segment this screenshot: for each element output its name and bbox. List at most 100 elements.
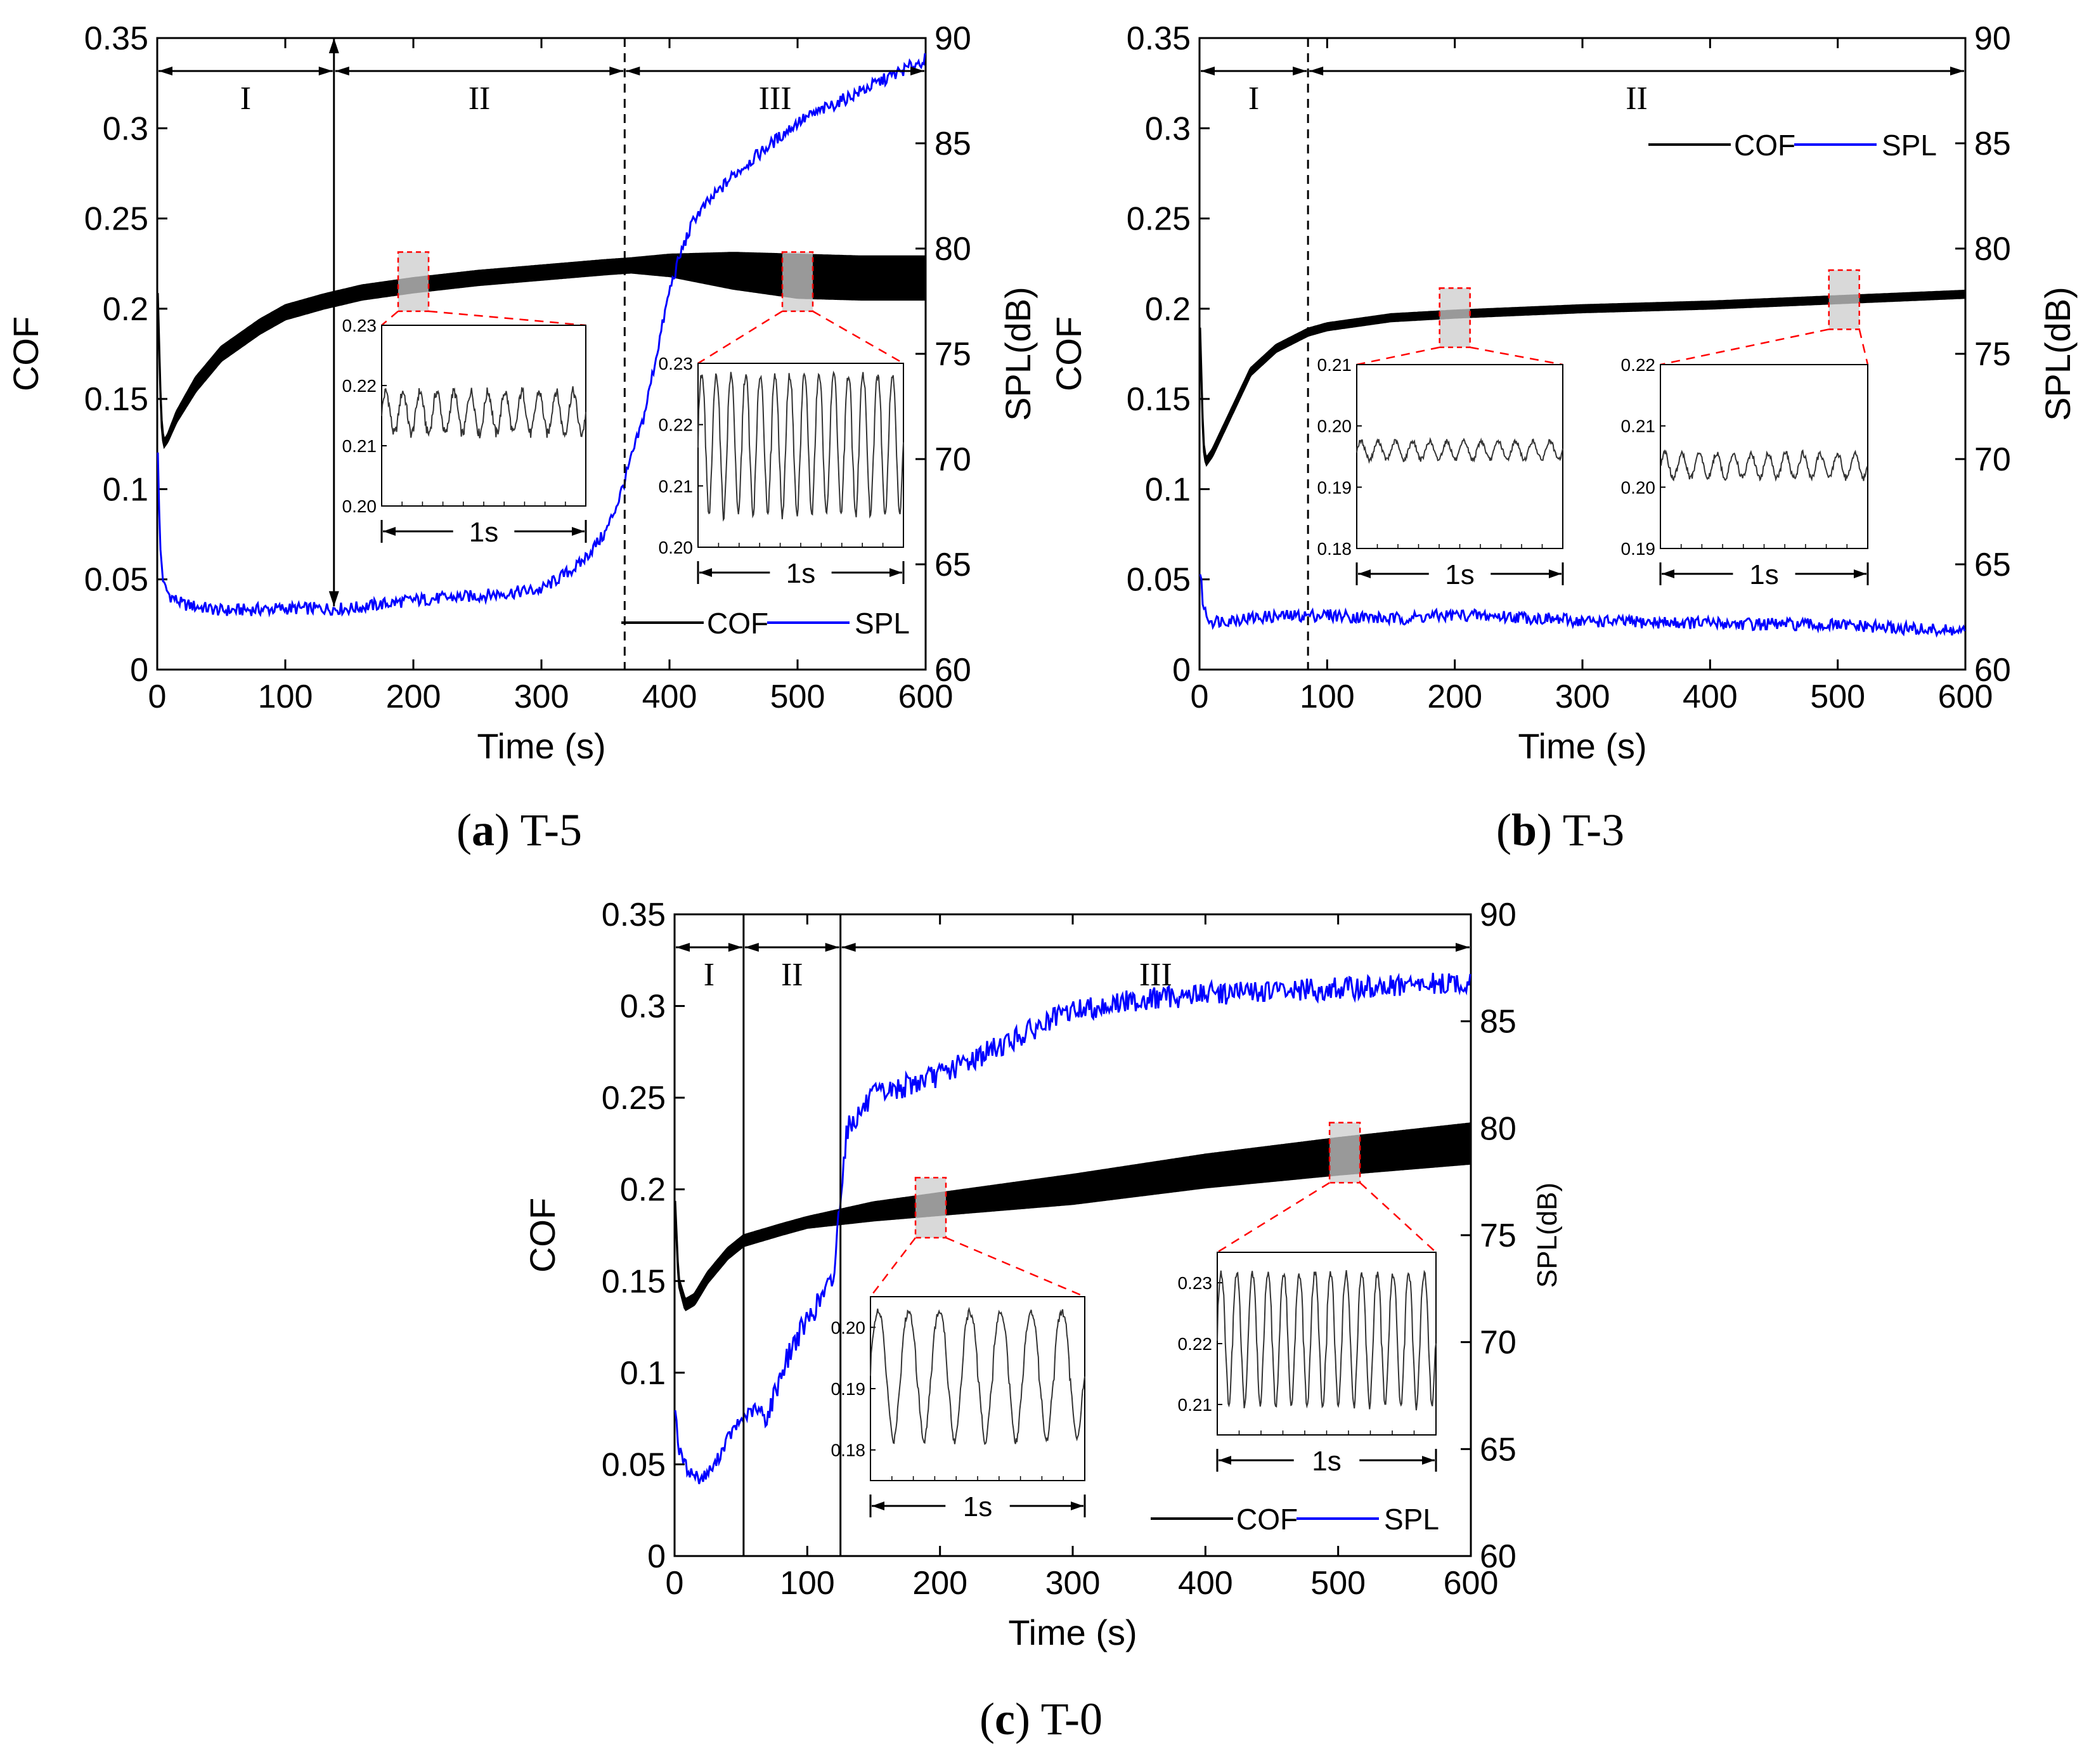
stage-label: I [240,81,251,117]
chart-c: 0 100 200 300 400 500 600 0 0.05 0.1 0.15 0.2 0.25 0.… [522,897,1563,1652]
y-right-axis-label: SPL(dB) [998,287,1038,421]
legend-spl-label: SPL [1384,1503,1439,1536]
inset-span-label: 1s [1445,559,1474,590]
inset-y-tick-label: 0.21 [1178,1395,1213,1415]
span-arrowhead [1219,1456,1231,1465]
y-left-tick-label: 0.3 [103,110,148,147]
zoom-connector [697,310,783,365]
x-tick-label: 600 [1938,678,1993,715]
stage-arrowhead-right [609,67,624,75]
y-right-tick-label: 70 [1480,1325,1517,1361]
x-axis-label: Time (s) [1518,726,1646,766]
x-tick-label: 300 [514,678,569,715]
inset-signal [697,370,904,522]
spl-series [157,53,926,618]
y-left-tick-label: 0.35 [602,897,666,933]
inset-span-label: 1s [1749,559,1778,590]
inset: 0.21 0.22 0.23 1s [1178,1122,1437,1477]
x-tick-label: 500 [770,678,825,715]
y-right-tick-label: 65 [1480,1431,1517,1468]
inset: 0.18 0.19 0.20 1s [831,1177,1086,1522]
inset-frame [1660,364,1868,549]
inset-frame [870,1296,1085,1481]
inset-y-tick-label: 0.22 [342,376,377,396]
y-left-tick-label: 0.2 [103,291,148,328]
stage-arrowhead-left [1201,67,1215,75]
inset-signal [1217,1269,1437,1411]
span-arrowhead [383,527,396,536]
legend-cof-label: COF [1236,1503,1298,1536]
zoom-connector [1858,329,1869,365]
zoom-connector [1359,1182,1437,1253]
y-left-tick-label: 0.2 [1145,291,1191,328]
y-right-tick-label: 85 [1974,126,2011,162]
stage-arrowhead-left [626,67,640,75]
stage-arrowhead-left [841,943,856,952]
y-right-tick-label: 65 [935,547,971,583]
zoom-connector [381,310,399,326]
zoom-connector [945,1236,1085,1298]
inset-y-tick-label: 0.21 [1621,417,1656,436]
zoom-box [1328,1122,1361,1184]
y-right-axis-label: SPL(dB) [1532,1183,1563,1288]
y-right-tick-label: 60 [1480,1538,1517,1575]
y-left-axis-label: COF [522,1198,562,1273]
inset-signal [1660,449,1868,482]
stage-arrowhead-left [335,67,349,75]
stage-label: II [781,957,803,993]
inset-y-tick-label: 0.23 [659,354,694,373]
legend-spl-label: SPL [1882,129,1937,162]
stage-arrowhead-right [825,943,839,952]
y-left-tick-label: 0.05 [602,1446,666,1483]
y-left-tick-label: 0.35 [1127,20,1191,57]
divider-arrowhead [328,38,339,53]
y-left-tick-label: 0.25 [602,1080,666,1117]
stage-arrowhead-left [744,943,759,952]
zoom-connector [1217,1182,1330,1254]
inset-signal [381,386,586,439]
inset: 0.20 0.21 0.22 0.23 1s [342,251,587,548]
x-tick-label: 0 [1191,678,1209,715]
x-tick-label: 500 [1810,678,1865,715]
x-tick-label: 300 [1555,678,1610,715]
legend: COF SPL [621,607,910,640]
span-arrowhead [1854,569,1866,578]
y-left-tick-label: 0.25 [1127,201,1191,238]
inset-y-tick-label: 0.20 [342,496,377,516]
span-arrowhead [1358,569,1371,578]
span-arrowhead [872,1501,884,1510]
divider-arrowhead [328,591,339,607]
x-tick-label: 500 [1310,1565,1366,1602]
y-left-tick-label: 0 [1172,652,1191,689]
zoom-box [781,251,814,313]
x-axis-label: Time (s) [1008,1612,1137,1652]
y-right-tick-label: 75 [1974,336,2011,373]
inset-y-tick-label: 0.21 [1317,355,1352,375]
y-right-axis-label: SPL(dB) [2038,287,2078,421]
y-right-tick-label: 75 [935,336,971,373]
stage-arrowhead-right [318,67,333,75]
y-right-tick-label: 85 [1480,1004,1517,1041]
span-arrowhead [1422,1456,1435,1465]
y-left-tick-label: 0.2 [620,1172,666,1209]
stage-arrowhead-left [676,943,690,952]
stage-label: III [759,81,792,117]
zoom-box [1439,287,1471,349]
x-tick-label: 0 [148,678,167,715]
stage-arrowhead-right [910,67,924,75]
inset-span-label: 1s [1312,1446,1341,1477]
y-left-tick-label: 0 [130,652,148,689]
y-left-tick-label: 0.05 [84,562,148,599]
stage-label: II [1626,81,1648,117]
span-arrowhead [1662,569,1674,578]
inset-y-tick-label: 0.20 [831,1318,866,1337]
stage-arrowhead-right [1293,67,1307,75]
y-right-tick-label: 60 [1974,652,2011,689]
stage-label: III [1139,957,1172,993]
inset-signal [870,1307,1085,1445]
inset: 0.19 0.20 0.21 0.22 1s [1621,269,1869,590]
stage-label: II [469,81,491,117]
zoom-box [397,251,430,313]
x-tick-label: 400 [642,678,697,715]
